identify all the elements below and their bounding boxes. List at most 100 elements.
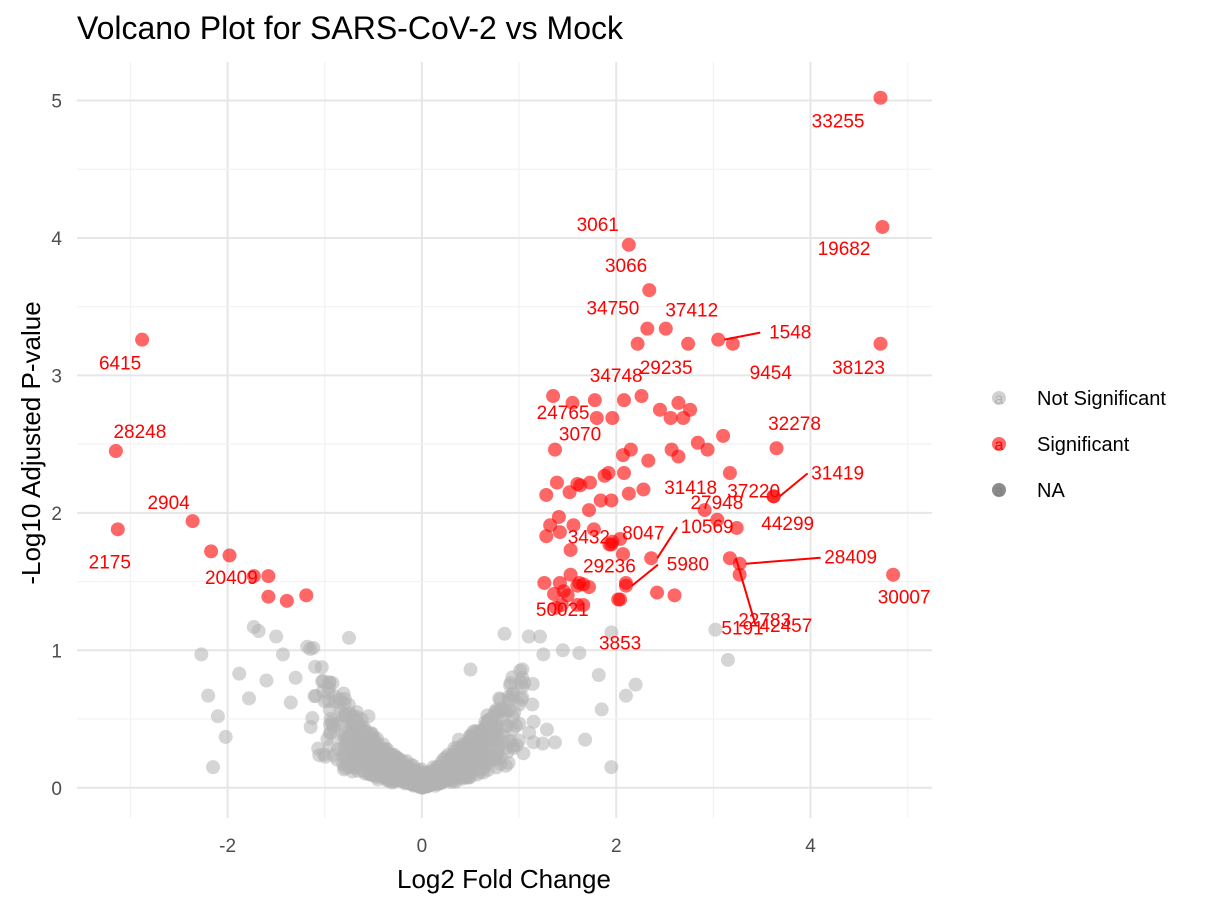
not-significant-points [194,619,735,795]
point-label: 34748 [590,366,643,387]
significant-point [543,518,558,533]
point-label: 3853 [599,633,641,654]
point-label: 31418 [664,478,717,499]
y-tick-label: 3 [51,366,62,387]
not-significant-point [206,760,221,775]
not-significant-point [303,641,318,656]
significant-point [671,449,686,464]
not-significant-point [525,676,540,691]
not-significant-point [513,663,528,678]
not-significant-point [521,629,536,644]
not-significant-point [349,723,364,738]
not-significant-point [269,629,284,644]
not-significant-point [345,737,360,752]
significant-point [563,567,578,582]
significant-point [621,237,636,252]
not-significant-point [445,769,460,784]
significant-point [766,489,781,504]
point-label: 22783 [738,611,791,632]
significant-point [563,542,578,557]
significant-point [886,567,901,582]
leader-line [734,557,757,627]
not-significant-point [327,694,342,709]
point-label: 6415 [99,354,141,375]
not-significant-point [472,765,487,780]
not-significant-point [397,768,412,783]
not-significant-point [536,647,551,662]
not-significant-point [525,697,540,712]
point-labels: 33255 3061 19682 3066 34750 37412 1548 6415 3474… [89,112,931,655]
significant-point [640,321,655,336]
significant-point [565,395,580,410]
significant-point [110,522,125,537]
not-significant-point [535,736,550,751]
not-significant-point [241,691,256,706]
leader-line [778,472,809,498]
point-label: 37412 [665,301,718,322]
not-significant-point [494,701,509,716]
point-label: 28409 [824,548,877,569]
point-label: 5980 [667,555,709,576]
x-tick-label: -2 [219,836,236,857]
significant-point [732,567,747,582]
significant-point [551,509,566,524]
significant-point [587,393,602,408]
legend-label: NA [1037,480,1065,502]
significant-point [644,551,659,566]
legend-label: Not Significant [1037,388,1166,410]
significant-point [549,475,564,490]
significant-point [636,482,651,497]
point-label: 10569 [681,517,734,538]
point-label: 33255 [812,112,865,133]
point-label: 29235 [640,358,693,379]
significant-point [725,336,740,351]
significant-point [618,578,633,593]
significant-point [546,389,561,404]
significant-point [875,219,890,234]
significant-point [566,518,581,533]
not-significant-point [628,677,643,692]
not-significant-point [251,624,266,639]
not-significant-point [604,625,619,640]
significant-point [604,493,619,508]
not-significant-point [325,676,340,691]
significant-point [572,575,587,590]
point-label: 32278 [768,414,821,435]
not-significant-point [507,705,522,720]
significant-point [560,588,575,603]
significant-point [690,435,705,450]
significant-point [671,395,686,410]
significant-point [185,514,200,529]
not-significant-point [283,695,298,710]
point-label: 50021 [536,600,589,621]
significant-point [630,336,645,351]
significant-point [716,428,731,443]
point-label: 2904 [147,493,190,514]
point-label: 44299 [761,514,814,535]
leader-line [745,556,821,565]
significant-point [681,336,696,351]
not-significant-point [548,735,563,750]
y-tick-label: 1 [51,641,62,662]
significant-point [663,411,678,426]
not-significant-point [463,662,478,677]
significant-point [222,548,237,563]
significant-point [548,442,563,457]
not-significant-point [194,647,209,662]
significant-point [641,453,656,468]
significant-point [605,411,620,426]
point-label: 8047 [622,524,664,545]
chart-title: Volcano Plot for SARS-CoV-2 vs Mock [77,10,624,46]
not-significant-point [484,749,499,764]
y-tick-label: 5 [51,91,62,112]
point-label: 30007 [878,588,931,609]
leader-line [656,526,679,559]
y-tick-label: 4 [51,229,62,250]
significant-point [552,525,567,540]
not-significant-point [308,659,323,674]
leader-line [631,563,659,587]
not-significant-point [308,688,323,703]
significant-point [621,486,636,501]
significant-point [261,589,276,604]
significant-point [711,332,726,347]
